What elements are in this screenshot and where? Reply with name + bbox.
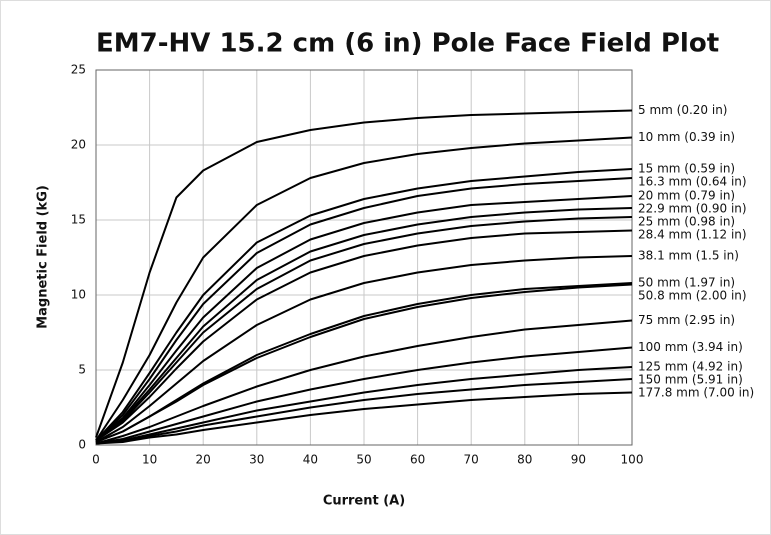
series-line (95, 255, 633, 443)
series-line (95, 109, 633, 438)
y-tick-label: 20 (71, 138, 86, 152)
series-line (95, 391, 633, 445)
legend-label: 75 mm (2.95 in) (638, 313, 735, 327)
legend-label: 5 mm (0.20 in) (638, 103, 727, 117)
x-tick-label: 60 (410, 453, 425, 467)
legend-label: 16.3 mm (0.64 in) (638, 175, 747, 189)
legend-label: 28.4 mm (1.12 in) (638, 228, 747, 242)
series-line (95, 319, 633, 445)
legend-label: 150 mm (5.91 in) (638, 373, 743, 387)
x-tick-label: 50 (356, 453, 371, 467)
x-tick-label: 30 (249, 453, 264, 467)
series-line (95, 136, 633, 442)
plot-border (95, 69, 633, 446)
series-line (95, 283, 633, 443)
y-tick-label: 10 (71, 288, 86, 302)
legend-label: 177.8 mm (7.00 in) (638, 386, 754, 400)
x-tick-label: 90 (571, 453, 586, 467)
x-tick-label: 20 (196, 453, 211, 467)
legend-label: 20 mm (0.79 in) (638, 189, 735, 203)
legend-label: 50 mm (1.97 in) (638, 276, 735, 290)
series-line (95, 195, 633, 442)
series-line (95, 177, 633, 442)
legend-label: 10 mm (0.39 in) (638, 130, 735, 144)
x-tick-label: 10 (142, 453, 157, 467)
y-tick-label: 15 (71, 213, 86, 227)
y-tick-label: 0 (78, 438, 86, 452)
x-tick-label: 100 (621, 453, 644, 467)
series-line (95, 366, 633, 445)
x-axis-label: Current (A) (323, 494, 405, 509)
x-tick-label: 0 (92, 453, 100, 467)
legend-label: 15 mm (0.59 in) (638, 162, 735, 176)
y-tick-label: 5 (78, 363, 86, 377)
series-line (95, 216, 633, 442)
series-line (95, 346, 633, 445)
legend-label: 25 mm (0.98 in) (638, 215, 735, 229)
legend-label: 125 mm (4.92 in) (638, 360, 743, 374)
x-tick-label: 80 (517, 453, 532, 467)
series-line (95, 378, 633, 445)
legend-label: 100 mm (3.94 in) (638, 340, 743, 354)
legend-label: 22.9 mm (0.90 in) (638, 202, 747, 216)
x-tick-label: 70 (464, 453, 479, 467)
series-line (95, 168, 633, 442)
series-line (95, 229, 633, 442)
y-axis-label: Magnetic Field (kG) (36, 185, 51, 329)
x-tick-label: 40 (303, 453, 318, 467)
chart-title: EM7-HV 15.2 cm (6 in) Pole Face Field Pl… (96, 29, 719, 59)
legend-label: 38.1 mm (1.5 in) (638, 249, 739, 263)
y-tick-label: 25 (71, 63, 86, 77)
series-line (95, 207, 633, 442)
legend-label: 50.8 mm (2.00 in) (638, 289, 747, 303)
